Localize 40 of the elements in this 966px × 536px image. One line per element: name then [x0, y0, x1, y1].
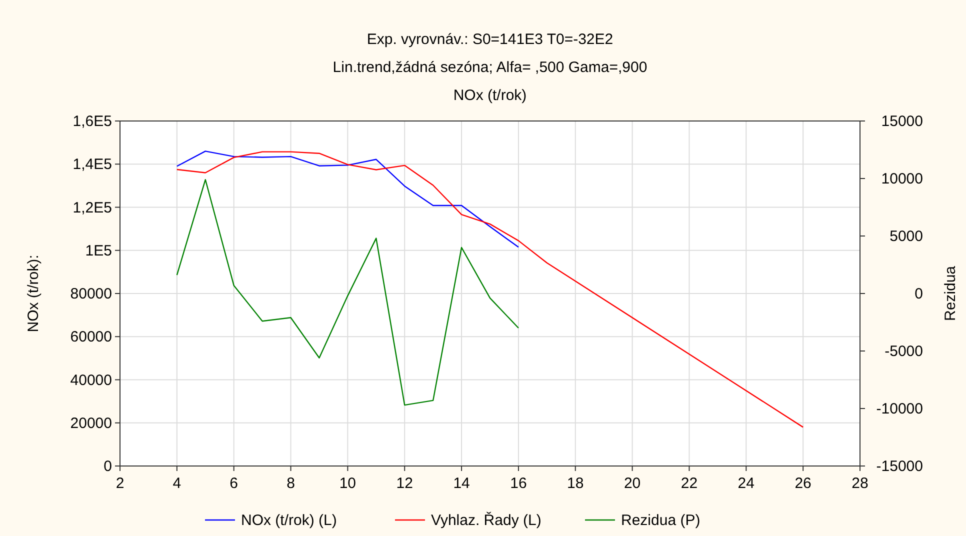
- x-tick-label: 18: [567, 475, 584, 492]
- y-tick-label: 40000: [70, 372, 112, 389]
- x-tick-label: 4: [172, 475, 182, 492]
- y-tick-label: 0: [104, 458, 112, 475]
- x-tick-label: 2: [116, 475, 124, 492]
- legend-label: Rezidua (P): [621, 512, 700, 529]
- legend-label: Vyhlaz. Řady (L): [431, 511, 542, 529]
- y-tick-label: 80000: [70, 286, 112, 302]
- legend-label: NOx (t/rok) (L): [241, 512, 337, 529]
- y2-tick-label: 15000: [881, 113, 923, 130]
- y2-tick-label: -10000: [876, 400, 923, 418]
- y2-axis-title: Rezidua: [942, 265, 959, 322]
- x-tick-label: 16: [510, 475, 527, 492]
- x-tick-label: 14: [453, 475, 470, 492]
- x-tick-label: 10: [339, 475, 356, 492]
- y2-tick-label: 10000: [881, 170, 923, 188]
- y-tick-label: 20000: [70, 414, 112, 432]
- y-tick-label: 60000: [70, 328, 112, 346]
- line-series: [176, 179, 520, 406]
- y-tick-label: 1E5: [85, 242, 112, 260]
- y2-tick-label: 0: [914, 286, 923, 302]
- y2-tick-label: 5000: [890, 228, 923, 245]
- chart-subtitle: Lin.trend,žádná sezóna; Alfa= ,500 Gama=,900 NOx (t/rok): [332, 59, 648, 104]
- line-series: [176, 151, 804, 428]
- y-tick-label: 1,4E5: [72, 156, 112, 174]
- x-tick-label: 12: [396, 475, 413, 492]
- x-tick-label: 22: [680, 475, 698, 492]
- y2-tick-label: -15000: [876, 458, 923, 475]
- chart-title: Exp. vyrovnáv.: S0=141E3 T0=-32E2: [366, 31, 614, 48]
- x-tick-label: 8: [286, 475, 295, 492]
- x-tick-label: 20: [624, 475, 641, 492]
- y-axis-title: NOx (t/rok):: [25, 254, 42, 332]
- x-tick-label: 28: [852, 475, 868, 492]
- x-tick-label: 24: [738, 475, 754, 492]
- line-series: [176, 150, 520, 248]
- x-tick-label: 26: [794, 475, 812, 492]
- y-tick-label: 1,2E5: [72, 199, 112, 216]
- y-tick-label: 1,6E5: [72, 113, 112, 130]
- x-tick-label: 6: [230, 475, 238, 492]
- y2-tick-label: -5000: [884, 343, 923, 360]
